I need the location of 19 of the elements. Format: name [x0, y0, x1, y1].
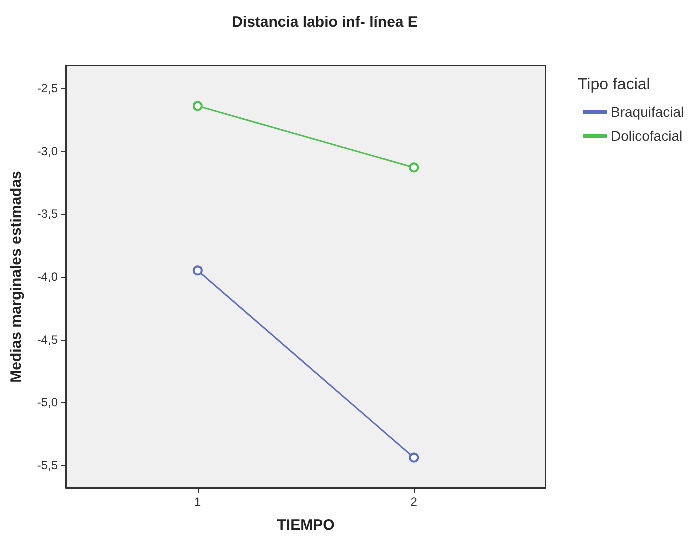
y-tick-label: -4,5: [37, 332, 58, 347]
x-tick-label: 2: [410, 495, 418, 509]
chart-title: Distancia labio inf- línea E: [232, 14, 418, 31]
legend-label: Dolicofacial: [611, 128, 683, 144]
y-tick-label: -5,5: [37, 458, 58, 472]
x-axis-title: TIEMPO: [277, 517, 336, 534]
point: [409, 452, 420, 463]
y-tick-label: -4,0: [37, 270, 58, 284]
x-tick-label: 1: [194, 495, 202, 509]
y-tick-label: -3,5: [37, 207, 58, 222]
legend-title: Tipo facial: [578, 76, 650, 94]
y-tick-label: -5,0: [37, 396, 58, 410]
legend-label: Braquifacial: [611, 104, 684, 120]
point: [192, 266, 203, 276]
y-tick-label: -3,0: [37, 144, 58, 158]
y-tick-label: -2,5: [37, 82, 58, 96]
point: [192, 101, 203, 112]
y-axis-title: Medias marginales estimadas: [8, 171, 25, 383]
point: [409, 162, 420, 173]
